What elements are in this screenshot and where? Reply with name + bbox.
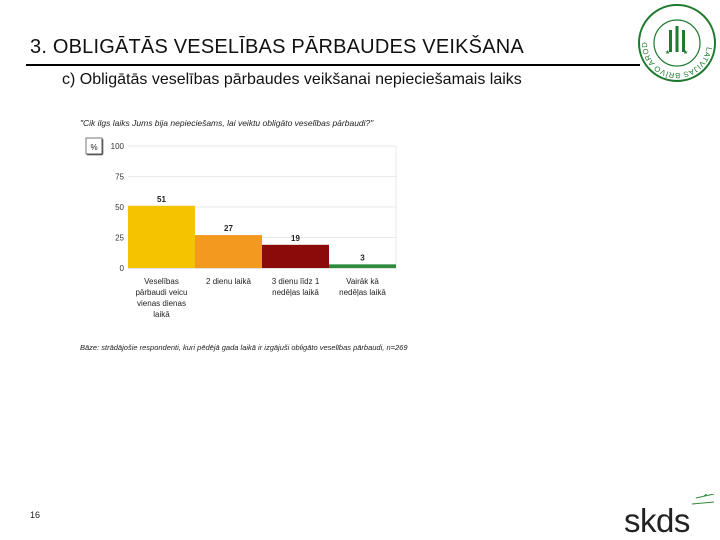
y-axis-unit-label: % xyxy=(90,143,97,152)
data-label: 51 xyxy=(157,195,166,204)
bar-chart: % 0 25 50 75 100 51 Veselības pārbaudi veicu vie… xyxy=(85,137,397,319)
skds-accent-graphic xyxy=(691,494,715,505)
x-tick-label: vienas dienas xyxy=(137,299,186,308)
x-tick-label: nedēļas laikā xyxy=(339,288,386,297)
y-tick-label: 50 xyxy=(115,203,124,212)
skds-wordmark: skds xyxy=(624,502,690,539)
x-tick-label: nedēļas laikā xyxy=(272,288,319,297)
slide-subtitle: c) Obligātās veselības pārbaudes veikšan… xyxy=(62,71,522,88)
x-tick-label: Veselības xyxy=(144,277,179,286)
data-label: 19 xyxy=(291,234,300,243)
bar xyxy=(195,235,262,268)
trade-union-logo: LATVIJAS BRĪVO ARODBIEDRĪBU SAVIENĪBA xyxy=(636,2,716,82)
skds-logo: skds xyxy=(618,494,718,540)
x-tick-label: Vairāk kā xyxy=(346,277,379,286)
page-number: 16 xyxy=(30,510,41,520)
survey-question: "Cik ilgs laiks Jums bija nepieciešams, … xyxy=(80,118,374,128)
slide-title: 3. OBLIGĀTĀS VESELĪBAS PĀRBAUDES VEIKŠAN… xyxy=(30,36,524,58)
data-label: 27 xyxy=(224,224,233,233)
title-divider xyxy=(26,64,640,66)
data-label: 3 xyxy=(360,253,365,262)
y-tick-label: 75 xyxy=(115,173,124,182)
y-tick-label: 100 xyxy=(111,142,125,151)
bar xyxy=(262,244,329,268)
x-tick-label: 3 dienu līdz 1 xyxy=(272,277,320,286)
y-tick-label: 25 xyxy=(115,234,124,243)
x-tick-label: pārbaudi veicu xyxy=(135,288,187,297)
x-tick-label: laikā xyxy=(153,310,170,319)
y-tick-label: 0 xyxy=(120,264,125,273)
bar xyxy=(329,264,396,268)
base-note: Bāze: strādājošie respondenti, kuri pēdē… xyxy=(80,343,408,352)
x-tick-label: 2 dienu laikā xyxy=(206,277,251,286)
bar xyxy=(128,205,195,268)
